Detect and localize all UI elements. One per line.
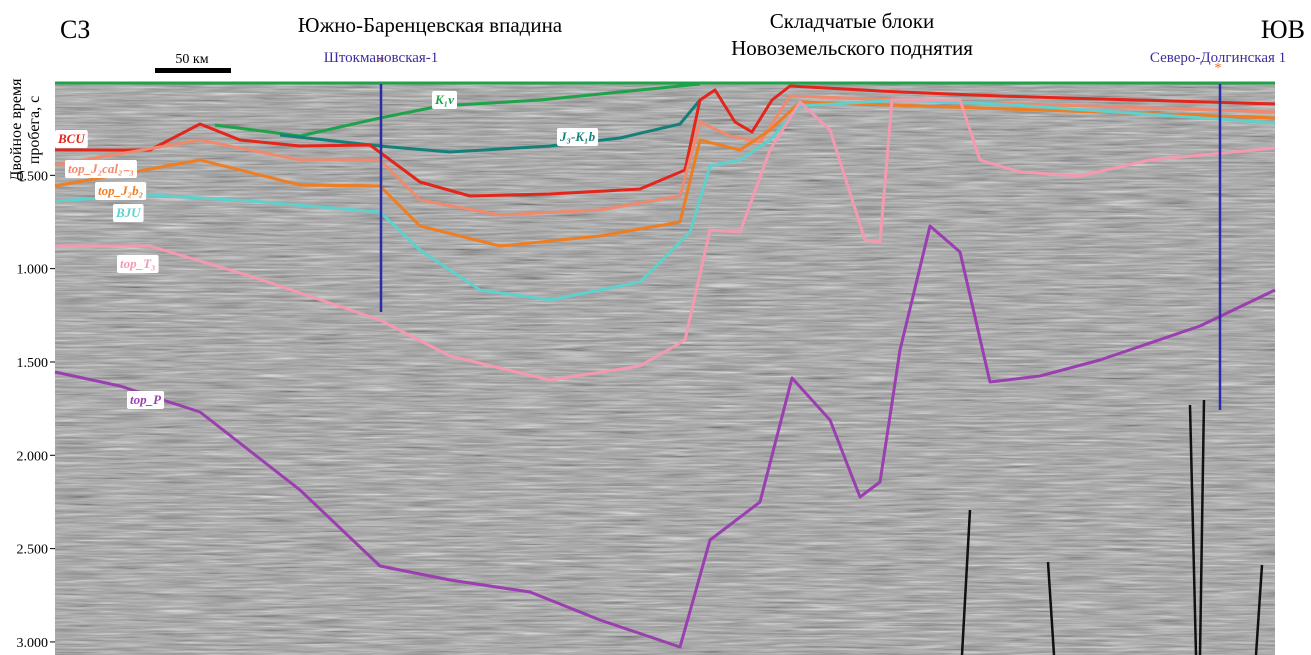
direction-label: СЗ (60, 15, 90, 44)
horizon-label: J₃-K₁b (559, 129, 596, 144)
horizon-line (55, 98, 1276, 382)
horizon-line (55, 84, 1276, 198)
seismic-texture (55, 82, 1275, 655)
horizon-label-bg (55, 130, 88, 148)
axis-title: Двойное время пробега, с (8, 78, 43, 182)
horizon-label-bg (127, 391, 165, 409)
fault (1188, 404, 1198, 655)
fault (1254, 564, 1264, 655)
horizon-line (54, 100, 1276, 248)
axis-title-line: пробега, с (26, 96, 43, 164)
scale-bar (155, 68, 231, 73)
axis-title-line: Двойное время (8, 78, 25, 182)
horizon-label: BJU (115, 205, 141, 220)
horizon-label-bg (95, 182, 147, 200)
y-tick-label: 0.500 (17, 169, 49, 184)
horizon-line (54, 94, 1276, 217)
region-title: Южно-Баренцевская впадина (298, 13, 563, 37)
horizon-line (54, 98, 1276, 302)
y-tick-label: 1.000 (17, 263, 49, 278)
fault (1046, 561, 1056, 655)
horizon-label-bg (117, 255, 159, 273)
horizon-label: top_P (130, 392, 162, 407)
region-title: Новоземельского поднятия (731, 36, 973, 60)
horizon-label: top_J₂cal₂₋₃ (68, 161, 134, 176)
horizon-label-bg (113, 204, 144, 222)
fault (960, 509, 972, 655)
horizon-label: top_J₂b₂ (98, 183, 143, 198)
region-title: Складчатые блоки (770, 9, 934, 33)
well-marker: * (378, 55, 385, 70)
horizon-label: BCU (57, 131, 85, 146)
faults (960, 399, 1264, 655)
y-tick-label: 3.000 (17, 636, 49, 651)
horizon-label-bg (65, 160, 137, 178)
horizon-label: K₁v (434, 92, 454, 107)
horizon-label-bg (557, 128, 599, 146)
seismic-section (55, 82, 1275, 655)
horizon-label-bg (432, 91, 457, 109)
well-name: Северо-Долгинская 1 (1150, 50, 1286, 66)
y-tick-label: 2.500 (17, 543, 49, 558)
direction-label: ЮВ (1261, 15, 1305, 44)
horizon-label: top_T₃ (120, 256, 156, 271)
horizon-line (54, 224, 1276, 649)
wells (379, 84, 1222, 410)
y-tick-label: 1.500 (17, 356, 49, 371)
y-tick-label: 2.000 (17, 449, 49, 464)
fault (1198, 399, 1206, 655)
well-name: Штокмановская-1 (324, 50, 439, 66)
scale-bar-label: 50 км (175, 52, 208, 67)
well-marker: * (1215, 61, 1222, 76)
